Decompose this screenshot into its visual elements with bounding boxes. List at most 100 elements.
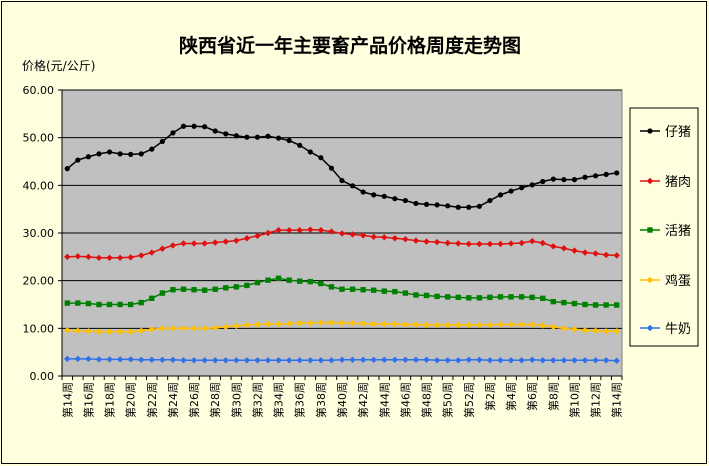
data-point bbox=[243, 235, 251, 242]
data-point bbox=[402, 356, 409, 363]
data-point bbox=[561, 177, 567, 183]
data-point bbox=[444, 239, 451, 247]
data-point bbox=[85, 327, 92, 335]
data-point bbox=[466, 204, 472, 210]
data-point bbox=[581, 249, 589, 256]
data-point bbox=[95, 328, 103, 335]
data-point bbox=[127, 328, 134, 335]
data-point bbox=[592, 250, 599, 257]
data-point bbox=[476, 295, 483, 301]
data-point bbox=[296, 226, 303, 234]
data-point bbox=[497, 321, 504, 328]
data-point bbox=[560, 245, 568, 252]
x-tick-label: 第26周 bbox=[187, 382, 201, 418]
data-point bbox=[307, 226, 314, 233]
x-tick-label: 第28周 bbox=[208, 382, 222, 418]
data-point bbox=[371, 192, 377, 198]
data-point bbox=[243, 357, 251, 364]
data-point bbox=[370, 356, 377, 363]
data-point bbox=[212, 357, 219, 364]
data-point bbox=[402, 321, 409, 328]
data-point bbox=[540, 178, 546, 185]
x-tick-label: 第50周 bbox=[441, 382, 455, 418]
data-point bbox=[254, 232, 261, 240]
data-point bbox=[539, 357, 546, 364]
data-point bbox=[180, 357, 187, 364]
data-point bbox=[338, 230, 346, 237]
data-point bbox=[75, 157, 81, 163]
data-point bbox=[264, 357, 272, 364]
y-tick-label: 20.00 bbox=[23, 275, 55, 288]
data-point bbox=[223, 131, 229, 137]
data-point bbox=[528, 237, 536, 245]
data-point bbox=[486, 240, 494, 248]
data-point bbox=[190, 357, 198, 364]
data-point bbox=[445, 203, 451, 209]
x-tick-label: 第12周 bbox=[589, 382, 603, 418]
data-point bbox=[285, 226, 293, 234]
x-tick-label: 第22周 bbox=[145, 382, 159, 418]
data-point bbox=[381, 288, 387, 294]
data-point bbox=[191, 287, 197, 293]
data-point bbox=[159, 290, 166, 296]
data-point bbox=[465, 321, 472, 329]
data-point bbox=[297, 278, 303, 284]
data-point bbox=[571, 357, 578, 364]
data-point bbox=[433, 321, 441, 329]
data-point bbox=[582, 301, 588, 308]
data-point bbox=[592, 357, 599, 364]
data-point bbox=[85, 355, 92, 363]
data-point bbox=[433, 357, 441, 364]
data-point bbox=[413, 200, 419, 207]
legend-box bbox=[629, 107, 699, 347]
data-point bbox=[243, 321, 251, 329]
data-point bbox=[434, 293, 440, 300]
data-point bbox=[518, 239, 525, 247]
data-point bbox=[614, 170, 620, 176]
data-point bbox=[497, 357, 504, 364]
data-point bbox=[307, 357, 314, 364]
data-point bbox=[402, 290, 409, 296]
x-tick-label: 第8周 bbox=[546, 382, 560, 411]
x-tick-label: 第2周 bbox=[483, 382, 497, 411]
data-point bbox=[339, 286, 345, 292]
data-point bbox=[360, 287, 366, 293]
data-point bbox=[201, 240, 208, 247]
data-point bbox=[180, 123, 187, 129]
data-point bbox=[169, 242, 177, 249]
data-point bbox=[381, 193, 387, 199]
data-point bbox=[560, 357, 568, 364]
x-tick-label: 第48周 bbox=[420, 382, 434, 418]
x-tick-label: 第16周 bbox=[81, 382, 95, 418]
data-point bbox=[170, 130, 176, 136]
data-point bbox=[244, 134, 250, 140]
data-point bbox=[571, 247, 578, 254]
data-point bbox=[444, 357, 451, 364]
data-point bbox=[423, 356, 430, 363]
data-point bbox=[508, 188, 514, 194]
data-point bbox=[339, 177, 345, 184]
data-point bbox=[190, 240, 198, 247]
data-point bbox=[275, 275, 282, 281]
data-point bbox=[465, 240, 472, 248]
data-point bbox=[613, 327, 620, 335]
data-point bbox=[412, 237, 420, 244]
data-point bbox=[180, 240, 187, 247]
x-tick-label: 第40周 bbox=[335, 382, 349, 418]
x-tick-label: 第42周 bbox=[356, 382, 370, 418]
data-point bbox=[359, 356, 367, 363]
data-point bbox=[96, 151, 102, 157]
data-point bbox=[603, 171, 609, 177]
data-point bbox=[201, 325, 208, 332]
data-point bbox=[582, 174, 588, 180]
data-point bbox=[74, 253, 82, 260]
data-point bbox=[529, 294, 535, 301]
data-point bbox=[233, 237, 240, 244]
data-point bbox=[550, 243, 557, 250]
data-point bbox=[116, 254, 124, 261]
data-point bbox=[466, 295, 472, 301]
data-point bbox=[275, 320, 282, 328]
data-point bbox=[64, 300, 70, 306]
data-point bbox=[138, 327, 145, 334]
data-point bbox=[106, 254, 113, 261]
